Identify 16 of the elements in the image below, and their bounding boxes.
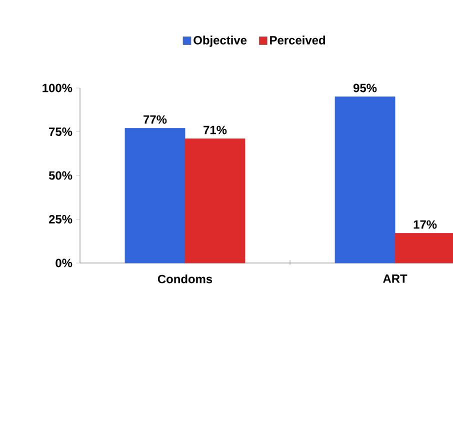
x-tick-label: Condoms (158, 274, 212, 284)
bar (124, 128, 186, 264)
legend-label: Perceived (270, 36, 325, 44)
y-tick-label: 75% (49, 128, 72, 136)
data-label: 77% (144, 115, 167, 124)
x-tick-label: ART (383, 274, 408, 283)
y-tick-label: 100% (42, 84, 72, 92)
data-label: 71% (204, 126, 227, 134)
data-label: 95% (353, 84, 377, 92)
y-tick-label: 50% (48, 171, 72, 180)
data-label: 17% (414, 220, 437, 229)
bar (184, 138, 246, 264)
y-tick-label: 0% (56, 258, 72, 268)
bar (334, 96, 396, 264)
y-tick-label: 25% (48, 215, 72, 224)
legend-label: Objective (194, 36, 247, 47)
